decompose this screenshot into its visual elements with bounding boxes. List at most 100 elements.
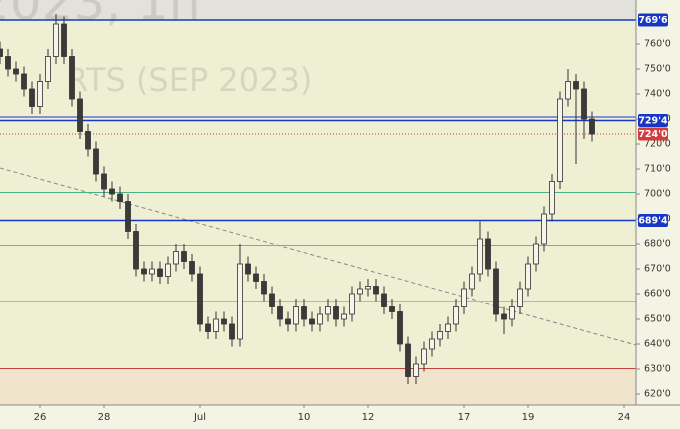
candle-body — [565, 81, 571, 100]
candle-body — [237, 263, 243, 340]
candle-body — [253, 273, 259, 282]
y-tick-label: 740'0 — [644, 89, 671, 100]
plot-area: 2023, 1h RTS (SEP 2023) — [0, 0, 636, 405]
candle-body — [549, 181, 555, 215]
candle-body — [469, 273, 475, 290]
candle-body — [381, 293, 387, 307]
candle-body — [53, 23, 59, 57]
candle-body — [437, 331, 443, 340]
candle-body — [245, 263, 251, 275]
candle-body — [165, 263, 171, 277]
candle-body — [405, 343, 411, 377]
candle-body — [5, 56, 11, 70]
candle-body — [501, 313, 507, 320]
candle-body — [325, 306, 331, 315]
candle-body — [269, 293, 275, 307]
candle-body — [429, 338, 435, 350]
candle-body — [541, 213, 547, 245]
candle-body — [333, 306, 339, 320]
price-tag-label: 729'4 — [638, 116, 668, 127]
candle-body — [557, 98, 563, 182]
candle-body — [141, 268, 147, 275]
price-tag-label: 689'4 — [638, 216, 668, 227]
candle-body — [341, 313, 347, 320]
y-tick-label: 630'0 — [644, 364, 671, 375]
price-tag — [638, 127, 668, 141]
candle-body — [117, 193, 123, 202]
y-tick-label: 760'0 — [644, 39, 671, 50]
x-tick-label: Jul — [193, 412, 206, 423]
candle-body — [37, 81, 43, 107]
x-tick-label: 19 — [522, 412, 535, 423]
candle-body — [301, 306, 307, 320]
candle-body — [77, 98, 83, 132]
candle-body — [573, 81, 579, 90]
candle-body — [293, 306, 299, 325]
candle-body — [445, 323, 451, 332]
candle-body — [229, 323, 235, 340]
candle-body — [173, 251, 179, 265]
candle-body — [213, 318, 219, 332]
y-tick-label: 750'0 — [644, 64, 671, 75]
y-tick-label: 650'0 — [644, 314, 671, 325]
candle-body — [85, 131, 91, 150]
candle-body — [453, 306, 459, 325]
candle-body — [0, 48, 3, 57]
candle-body — [357, 288, 363, 295]
price-tag — [638, 114, 668, 127]
candle-body — [285, 318, 291, 325]
candle-body — [509, 306, 515, 320]
candle-body — [133, 231, 139, 270]
candle-body — [29, 88, 35, 107]
candle-body — [157, 268, 163, 277]
candle-body — [45, 56, 51, 82]
candle-body — [125, 201, 131, 232]
candle-body — [277, 306, 283, 320]
candle-body — [581, 88, 587, 120]
candle-body — [149, 268, 155, 275]
candle-body — [373, 286, 379, 295]
candle-body — [189, 261, 195, 275]
price-tag — [638, 13, 668, 27]
trendline — [0, 167, 636, 346]
candle-body — [397, 311, 403, 345]
candle-body — [589, 118, 595, 135]
x-tick-label: 12 — [362, 412, 375, 423]
candle-body — [205, 323, 211, 332]
candle-body — [61, 23, 67, 57]
watermark: 2023, 1h — [0, 0, 201, 32]
candle-body — [109, 188, 115, 195]
candle-body — [181, 251, 187, 262]
price-tag-label: 769'6 — [638, 15, 668, 26]
candle-body — [477, 238, 483, 275]
y-tick-label: 700'0 — [644, 189, 671, 200]
candle-body — [69, 56, 75, 100]
price-tag — [638, 214, 668, 227]
band-bottom — [0, 368, 636, 405]
price-tag-label: 724'0 — [638, 129, 668, 140]
candle-body — [221, 318, 227, 325]
candle-body — [493, 268, 499, 315]
candle-body — [517, 288, 523, 307]
x-tick-label: 17 — [458, 412, 471, 423]
candle-body — [413, 363, 419, 377]
y-tick-label: 720'0 — [644, 139, 671, 150]
y-tick-label: 670'0 — [644, 264, 671, 275]
candle-body — [101, 173, 107, 190]
candle-body — [13, 68, 19, 75]
candle-body — [309, 318, 315, 325]
x-tick-label: 26 — [34, 412, 47, 423]
candle-body — [389, 306, 395, 312]
candle-body — [21, 73, 27, 90]
watermark: RTS (SEP 2023) — [66, 61, 312, 99]
band-top — [0, 0, 636, 20]
candle-body — [485, 238, 491, 270]
candle-body — [365, 286, 371, 290]
candle-body — [421, 348, 427, 365]
y-tick-label: 710'0 — [644, 164, 671, 175]
y-tick-label: 680'0 — [644, 239, 671, 250]
candle-body — [93, 148, 99, 175]
x-tick-label: 28 — [98, 412, 111, 423]
candle-body — [349, 293, 355, 315]
